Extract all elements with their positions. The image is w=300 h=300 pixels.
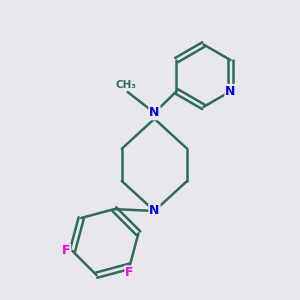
Text: N: N — [149, 106, 160, 119]
Text: N: N — [149, 204, 160, 218]
Text: F: F — [125, 266, 134, 279]
Text: F: F — [61, 244, 70, 257]
Text: N: N — [225, 85, 236, 98]
Text: CH₃: CH₃ — [116, 80, 137, 90]
